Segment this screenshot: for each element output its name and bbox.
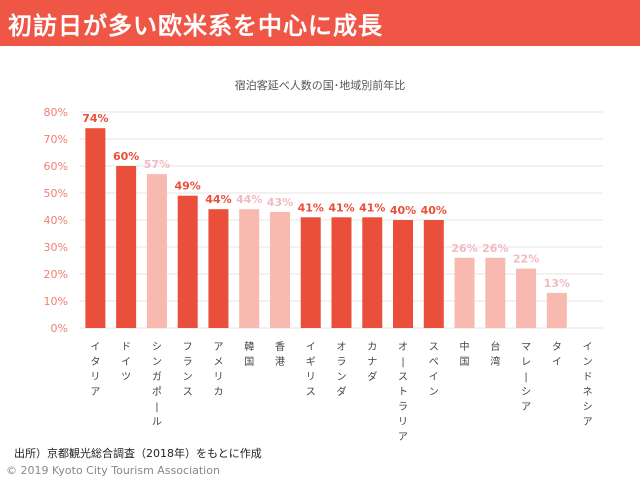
x-tick-label: ドイツ [121,342,131,383]
bar [177,195,198,328]
bar [423,220,444,328]
bar [331,217,352,328]
bar [146,174,167,328]
x-tick-label: 中国 [460,340,470,368]
data-label: 22% [513,253,539,266]
x-tick-label: イギリス [306,342,316,398]
x-tick-label: マレ|シア [521,342,531,413]
y-tick-label: 10% [44,295,68,308]
x-tick-label: 香港 [275,341,285,368]
x-tick-label: オランダ [337,341,347,398]
source-note: 出所）京都観光総合調査（2018年）をもとに作成 [14,447,262,460]
data-label: 43% [267,196,293,209]
data-label: 40% [421,204,447,217]
y-tick-label: 80% [44,106,68,119]
data-label: 41% [359,201,385,214]
x-tick-label: アメリカ [213,342,223,398]
x-tick-label: スペイン [429,342,439,398]
data-label: 26% [451,242,477,255]
x-tick-label: カナダ [367,341,377,383]
y-tick-label: 0% [51,322,68,335]
bar [516,268,537,328]
data-label: 44% [236,193,262,206]
bar [393,220,414,328]
data-label: 40% [390,204,416,217]
bar [208,209,229,328]
y-tick-label: 30% [44,241,68,254]
x-tick-label: インドネシア [583,342,593,428]
data-label: 13% [544,277,570,290]
y-tick-label: 40% [44,214,68,227]
x-tick-label: オ|ストラリア [398,341,408,443]
header-banner: 初訪日が多い欧米系を中心に成長 [0,0,640,46]
data-label: 57% [144,158,170,171]
bar [546,292,567,328]
bar [362,217,383,328]
x-tick-label: 韓国 [244,341,254,368]
data-label: 41% [298,201,324,214]
data-label: 26% [482,242,508,255]
data-label: 60% [113,150,139,163]
x-tick-label: 台湾 [490,340,500,368]
x-tick-label: シンガポ|ル [152,342,162,428]
y-tick-label: 60% [44,160,68,173]
page-title: 初訪日が多い欧米系を中心に成長 [8,12,383,40]
y-tick-label: 50% [44,187,68,200]
data-label: 49% [175,180,201,193]
y-tick-label: 20% [44,268,68,281]
data-label: 44% [205,193,231,206]
bar [454,257,475,328]
data-label: 74% [82,112,108,125]
data-label: 41% [328,201,354,214]
chart-title: 宿泊客延べ人数の国･地域別前年比 [235,78,406,92]
bar [485,257,506,328]
x-tick-label: フランス [183,342,193,398]
bar [239,209,260,328]
bar [300,217,321,328]
bar [269,211,290,328]
x-tick-label: イタリア [90,342,100,398]
copyright: © 2019 Kyoto City Tourism Association [6,464,220,477]
x-tick-label: タイ [552,341,562,368]
bar [116,166,137,328]
bar [85,128,106,328]
y-tick-label: 70% [44,133,68,146]
